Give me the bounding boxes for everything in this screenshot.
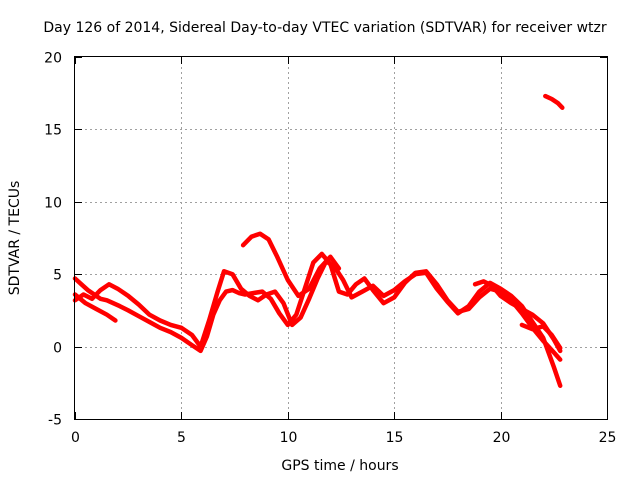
y-tick-label: 5	[53, 268, 62, 284]
x-axis-label: GPS time / hours	[281, 458, 398, 474]
chart-title: Day 126 of 2014, Sidereal Day-to-day VTE…	[43, 20, 607, 36]
x-tick-label: 20	[493, 430, 511, 446]
series-layer	[72, 93, 565, 388]
x-tick-label: 0	[71, 430, 80, 446]
grid	[75, 57, 607, 419]
y-tick-label: 15	[44, 123, 62, 139]
y-tick-label: -5	[48, 413, 62, 429]
series-line-7	[543, 93, 565, 110]
y-tick-label: 10	[44, 196, 62, 212]
axis-ticks	[75, 57, 608, 420]
y-tick-label: 20	[44, 51, 62, 67]
x-tick-label: 25	[599, 430, 617, 446]
series-line-3	[72, 292, 118, 323]
x-tick-label: 5	[177, 430, 186, 446]
series-line-4	[240, 231, 342, 299]
series-line-6	[519, 322, 563, 351]
x-tick-label: 10	[280, 430, 298, 446]
y-axis-label: SDTVAR / TECUs	[7, 181, 23, 296]
x-tick-labels: 0 5 10 15 20 25	[71, 430, 616, 446]
y-tick-label: 0	[53, 341, 62, 357]
series-line-2	[72, 258, 563, 388]
plot-frame	[74, 56, 608, 420]
x-tick-label: 15	[386, 430, 404, 446]
y-tick-labels: -5 0 5 10 15 20	[44, 51, 62, 429]
